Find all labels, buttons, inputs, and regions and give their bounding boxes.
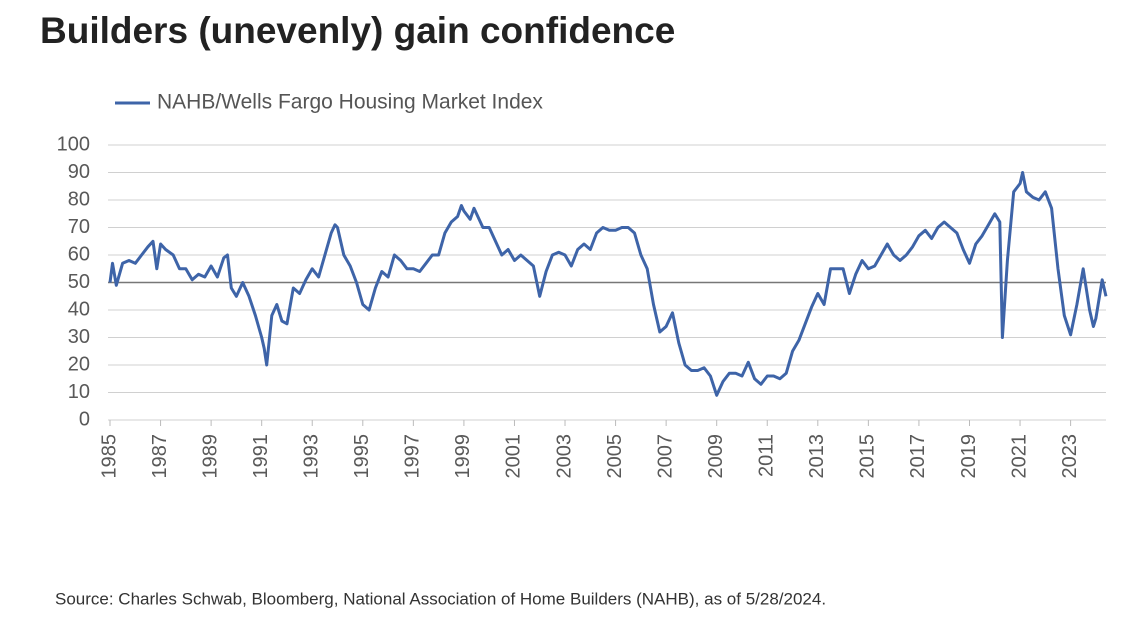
y-tick-label: 30 [68,326,90,348]
x-tick-label: 2011 [756,434,778,477]
x-tick-label: 2023 [1059,434,1081,479]
x-tick-label: 1987 [149,434,171,479]
x-tick-label: 1989 [199,434,221,479]
x-tick-label: 1999 [452,434,474,479]
y-tick-label: 20 [68,353,90,375]
x-tick-label: 2001 [503,434,525,479]
y-tick-label: 60 [68,243,90,265]
y-tick-label: 100 [57,133,90,155]
x-tick-label: 2005 [604,434,626,479]
y-tick-label: 80 [68,188,90,210]
x-tick-label: 2009 [705,434,727,479]
x-tick-label: 2021 [1008,434,1030,479]
y-tick-label: 40 [68,298,90,320]
x-tick-label: 2015 [857,434,879,479]
x-tick-label: 1985 [98,434,120,479]
x-tick-label: 1993 [301,434,323,479]
y-tick-label: 90 [68,161,90,183]
y-tick-label: 0 [79,408,90,430]
x-tick-label: 2019 [958,434,980,479]
data-line [108,171,1108,397]
y-tick-label: 10 [68,381,90,403]
x-tick-label: 2007 [654,434,676,479]
x-tick-label: 2017 [907,434,929,479]
source-note: Source: Charles Schwab, Bloomberg, Natio… [55,589,826,608]
legend-label: NAHB/Wells Fargo Housing Market Index [157,91,543,114]
x-tick-label: 2003 [553,434,575,479]
chart-title: Builders (unevenly) gain confidence [40,10,675,51]
y-tick-label: 50 [68,271,90,293]
y-tick-label: 70 [68,216,90,238]
x-tick-label: 1995 [351,434,373,479]
x-tick-label: 1991 [250,434,272,479]
x-tick-label: 1997 [402,434,424,479]
x-tick-label: 2013 [806,434,828,479]
